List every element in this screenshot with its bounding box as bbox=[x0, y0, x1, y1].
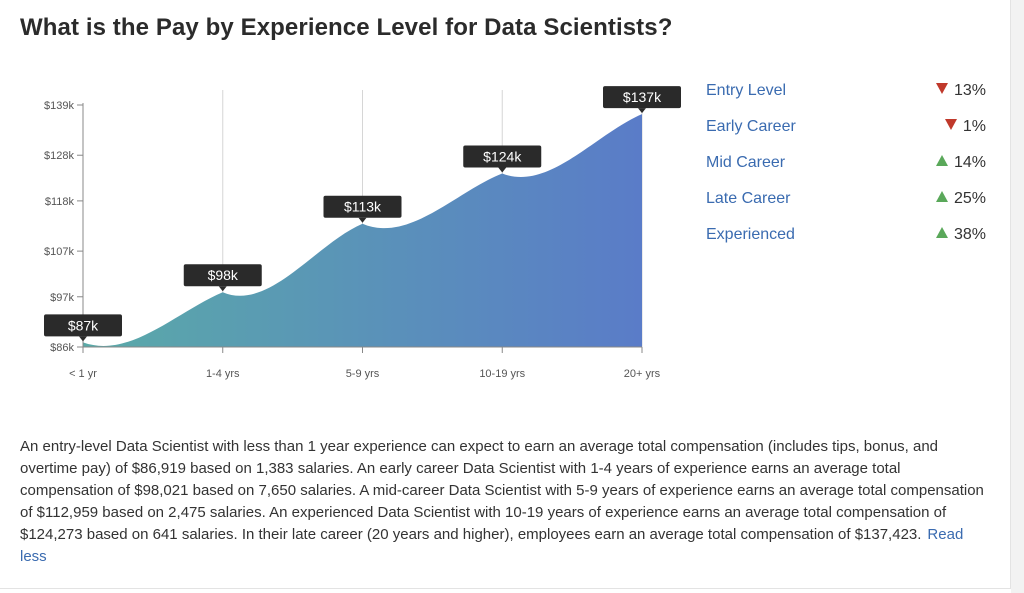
legend-label[interactable]: Entry Level bbox=[706, 82, 787, 99]
y-tick-label: $97k bbox=[50, 292, 74, 304]
description-text: An entry-level Data Scientist with less … bbox=[20, 438, 984, 543]
pay-area-chart: $86k $97k $107k $118k $128k $139k < 1 yr 1-4 yr… bbox=[44, 86, 681, 380]
down-arrow-icon bbox=[935, 83, 948, 94]
data-label: $113k bbox=[323, 195, 402, 223]
experience-legend: Entry Level 13% Early Career 1% Mid Care… bbox=[706, 76, 996, 256]
legend-item-experienced[interactable]: Experienced 38% bbox=[706, 220, 996, 256]
legend-change-value: 1% bbox=[962, 118, 986, 135]
x-tick-label: 20+ yrs bbox=[624, 368, 661, 380]
data-label-box bbox=[603, 86, 681, 109]
page-edge bbox=[1011, 0, 1024, 593]
data-label-pointer bbox=[638, 108, 646, 114]
x-tick-label: 10-19 yrs bbox=[479, 368, 525, 380]
y-tick-label: $107k bbox=[44, 246, 74, 258]
y-tick-label: $86k bbox=[50, 342, 74, 354]
data-label: $124k bbox=[463, 145, 542, 173]
up-arrow-icon bbox=[935, 227, 948, 238]
legend-change: 38% bbox=[935, 226, 986, 244]
data-label-pointer bbox=[79, 336, 87, 342]
legend-change-value: 14% bbox=[953, 154, 986, 171]
pay-area bbox=[83, 114, 642, 347]
legend-label[interactable]: Early Career bbox=[706, 118, 796, 135]
y-tick-label: $118k bbox=[45, 196, 75, 208]
page-title: What is the Pay by Experience Level for … bbox=[20, 14, 673, 41]
data-label-pointer bbox=[358, 217, 367, 223]
data-label-text: $87k bbox=[68, 317, 99, 333]
data-label-box bbox=[44, 314, 122, 337]
up-arrow-icon bbox=[935, 155, 948, 166]
data-label-text: $98k bbox=[208, 267, 239, 283]
data-label-text: $124k bbox=[483, 148, 522, 164]
legend-change-value: 25% bbox=[953, 190, 986, 207]
data-label-pointer bbox=[218, 286, 227, 292]
y-tick-label: $128k bbox=[44, 150, 74, 162]
x-tick-label: 5-9 yrs bbox=[346, 368, 380, 380]
data-label-box bbox=[463, 145, 542, 168]
legend-change: 13% bbox=[935, 82, 986, 100]
data-label: $87k bbox=[44, 314, 122, 342]
read-less-link[interactable]: Read less bbox=[20, 526, 964, 565]
x-tick-label: 1-4 yrs bbox=[206, 368, 240, 380]
pay-description: An entry-level Data Scientist with less … bbox=[20, 436, 990, 568]
legend-change: 14% bbox=[935, 154, 986, 172]
y-tick-label: $139k bbox=[44, 100, 74, 112]
legend-item-early-career[interactable]: Early Career 1% bbox=[706, 112, 996, 148]
legend-label[interactable]: Late Career bbox=[706, 190, 791, 207]
legend-item-mid-career[interactable]: Mid Career 14% bbox=[706, 148, 996, 184]
up-arrow-icon bbox=[935, 191, 948, 202]
data-label: $137k bbox=[603, 86, 681, 114]
legend-change: 25% bbox=[935, 190, 986, 208]
data-label-pointer bbox=[498, 167, 507, 173]
legend-change-value: 13% bbox=[953, 82, 986, 99]
legend-label[interactable]: Mid Career bbox=[706, 154, 786, 171]
x-tick-label: < 1 yr bbox=[69, 368, 97, 380]
legend-item-late-career[interactable]: Late Career 25% bbox=[706, 184, 996, 220]
data-label-text: $137k bbox=[623, 89, 662, 105]
legend-item-entry-level[interactable]: Entry Level 13% bbox=[706, 76, 996, 112]
legend-label[interactable]: Experienced bbox=[706, 226, 795, 243]
down-arrow-icon bbox=[944, 119, 957, 130]
legend-change: 1% bbox=[944, 118, 986, 136]
data-label-text: $113k bbox=[344, 199, 382, 215]
data-label-box bbox=[323, 195, 402, 218]
legend-change-value: 38% bbox=[953, 226, 986, 243]
data-label-box bbox=[183, 264, 262, 287]
data-label: $98k bbox=[183, 264, 262, 292]
